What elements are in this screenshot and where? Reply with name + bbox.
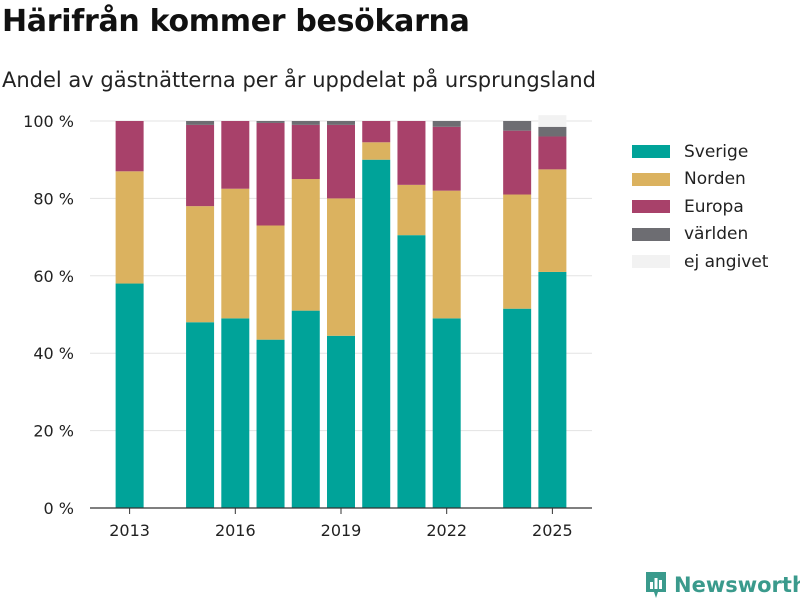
chart-title: Härifrån kommer besökarna bbox=[2, 4, 470, 39]
bar-segment-Europa bbox=[432, 126, 461, 191]
y-tick-label: 0 % bbox=[44, 499, 74, 518]
bar-segment-ej angivet bbox=[538, 115, 567, 127]
bar-segment-Sverige bbox=[327, 335, 355, 508]
bar-segment-Europa bbox=[538, 136, 567, 170]
bar-stacks bbox=[115, 115, 567, 509]
bar-segment-Sverige bbox=[362, 159, 391, 508]
bar-segment-Norden bbox=[221, 188, 250, 319]
legend-item: Europa bbox=[632, 193, 768, 221]
legend-swatch bbox=[632, 227, 670, 241]
bar-segment-världen bbox=[186, 121, 215, 125]
legend-swatch bbox=[632, 200, 670, 214]
bar-segment-Sverige bbox=[397, 235, 426, 509]
newsworthy-logo-icon bbox=[646, 572, 666, 598]
bar-segment-Sverige bbox=[256, 339, 285, 508]
bar-segment-Sverige bbox=[503, 308, 532, 508]
legend-swatch bbox=[632, 172, 670, 186]
bar-segment-världen bbox=[291, 121, 320, 125]
bar-segment-världen bbox=[432, 121, 461, 127]
legend-item: Norden bbox=[632, 166, 768, 194]
legend-item: Sverige bbox=[632, 138, 768, 166]
bar-segment-Europa bbox=[291, 124, 320, 180]
bar-segment-Europa bbox=[115, 121, 144, 172]
bar-segment-Europa bbox=[362, 121, 391, 143]
y-tick-label: 40 % bbox=[33, 344, 74, 363]
bar-segment-Europa bbox=[503, 130, 532, 195]
bar-segment-Norden bbox=[397, 184, 426, 236]
newsworthy-logo: Newsworthy bbox=[644, 570, 800, 600]
bar-segment-Norden bbox=[186, 206, 215, 323]
y-tick-label: 100 % bbox=[23, 112, 74, 131]
x-tick-label: 2019 bbox=[321, 521, 362, 540]
bar-segment-Norden bbox=[256, 225, 285, 340]
legend-item: världen bbox=[632, 221, 768, 249]
legend-label: Sverige bbox=[684, 141, 749, 162]
y-tick-label: 20 % bbox=[33, 422, 74, 441]
bar-segment-Norden bbox=[432, 190, 461, 319]
bar-segment-Norden bbox=[115, 171, 144, 284]
legend-label: Norden bbox=[684, 169, 746, 190]
bar-segment-Norden bbox=[538, 169, 567, 272]
bar-segment-världen bbox=[538, 126, 567, 137]
bar-segment-världen bbox=[256, 121, 285, 123]
legend-swatch bbox=[632, 145, 670, 159]
bar-segment-Sverige bbox=[221, 318, 250, 508]
legend-item: ej angivet bbox=[632, 248, 768, 276]
bar-segment-Sverige bbox=[186, 322, 215, 508]
bar-segment-Sverige bbox=[432, 318, 461, 508]
x-tick-label: 2013 bbox=[109, 521, 150, 540]
bar-segment-Norden bbox=[362, 142, 391, 160]
bar-segment-Norden bbox=[291, 179, 320, 311]
bar-segment-Europa bbox=[327, 124, 355, 199]
bar-segment-Norden bbox=[327, 198, 355, 336]
chart-subtitle: Andel av gästnätterna per år uppdelat på… bbox=[2, 68, 596, 92]
x-tick-label: 2016 bbox=[215, 521, 256, 540]
bar-segment-Norden bbox=[503, 194, 532, 309]
x-tick-label: 2022 bbox=[426, 521, 467, 540]
bar-segment-världen bbox=[503, 121, 532, 131]
y-tick-label: 60 % bbox=[33, 267, 74, 286]
bar-segment-Sverige bbox=[291, 310, 320, 508]
legend: Sverige Norden Europa världen ej angivet bbox=[632, 138, 768, 276]
bar-segment-Sverige bbox=[538, 271, 567, 508]
bar-segment-Sverige bbox=[115, 283, 144, 508]
x-tick-label: 2025 bbox=[532, 521, 573, 540]
legend-label: Europa bbox=[684, 196, 744, 217]
bar-segment-Europa bbox=[186, 124, 215, 207]
newsworthy-logo-text: Newsworthy bbox=[674, 573, 800, 597]
legend-swatch bbox=[632, 255, 670, 269]
legend-label: världen bbox=[684, 224, 749, 245]
bar-segment-världen bbox=[327, 121, 355, 125]
bar-segment-Europa bbox=[256, 122, 285, 226]
legend-label: ej angivet bbox=[684, 251, 769, 272]
bar-segment-Europa bbox=[397, 121, 426, 185]
bar-segment-Europa bbox=[221, 121, 250, 189]
y-tick-label: 80 % bbox=[33, 189, 74, 208]
axes: 0 % 20 % 40 % 60 % 80 % 100 % 2013 2016 2019 2022… bbox=[23, 112, 592, 540]
